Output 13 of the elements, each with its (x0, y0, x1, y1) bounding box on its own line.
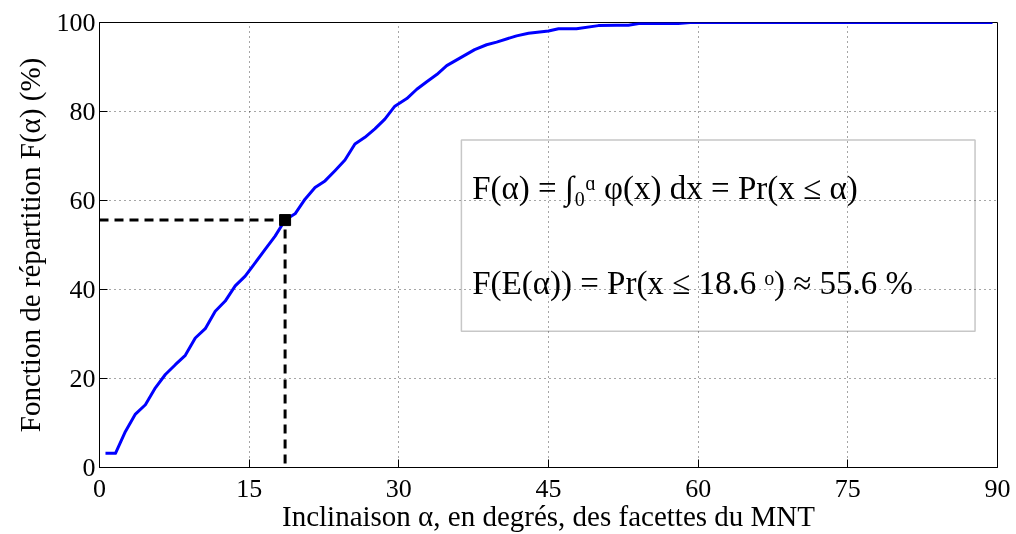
y-tick-label: 40 (69, 275, 96, 304)
annotation: F(E(α)) = Pr(x ≤ 18.6 ᵒ) ≈ 55.6 % (472, 265, 914, 303)
annotation: F(α) = ∫₀ᵅ φ(x) dx = Pr(x ≤ α) (472, 169, 858, 208)
y-tick-label: 0 (82, 453, 96, 482)
y-tick-label: 80 (69, 97, 96, 126)
y-tick-label: 100 (56, 8, 96, 37)
x-tick-label: 15 (236, 473, 263, 503)
y-tick-label: 60 (69, 186, 96, 215)
line-series (103, 22, 995, 455)
y-axis-title: Fonction de répartition F(α) (%) (13, 57, 47, 433)
x-tick-label: 75 (834, 473, 861, 503)
x-tick-label: 90 (984, 473, 1011, 503)
y-tick-label: 20 (69, 364, 96, 393)
